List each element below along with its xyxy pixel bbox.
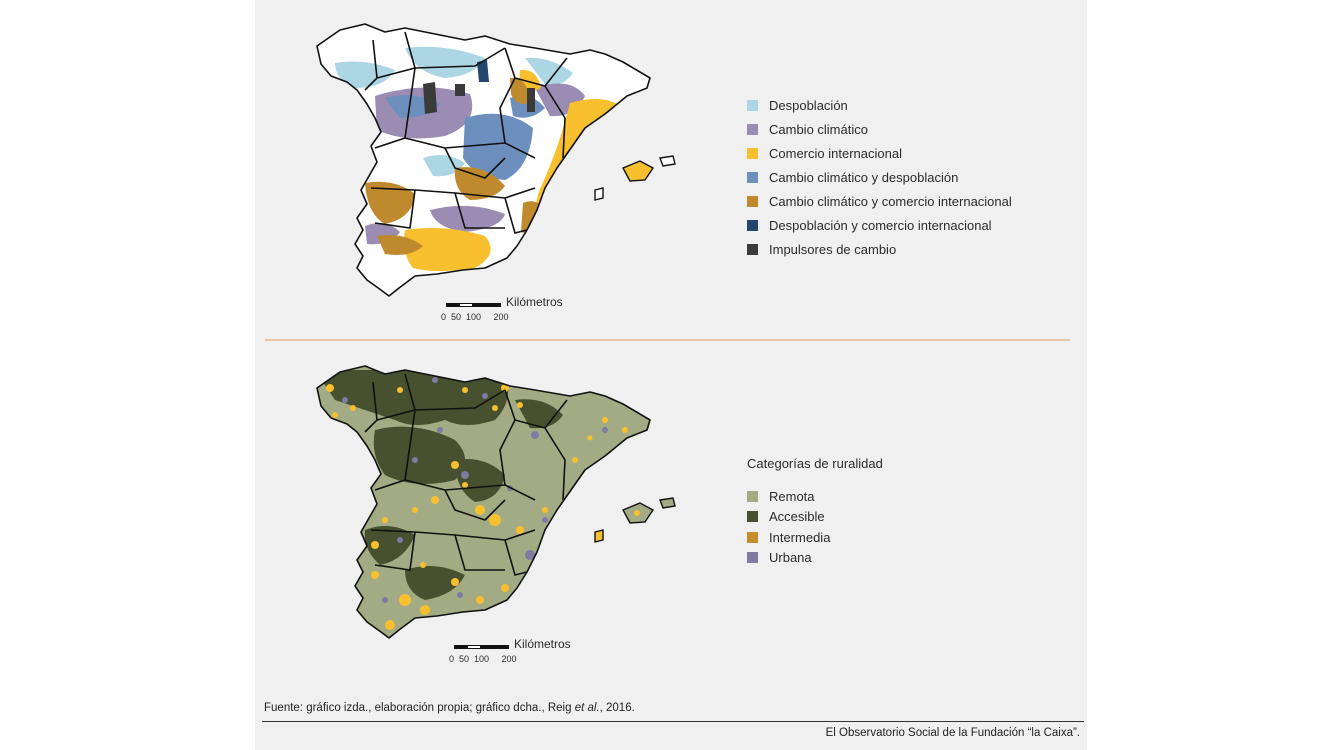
legend-label: Despoblación y comercio internacional	[769, 217, 992, 233]
area-accesible	[405, 566, 465, 600]
legend-swatch	[747, 243, 758, 255]
legend-swatch	[747, 147, 758, 159]
bottom-scale-bar: Kilómetros 0 50 100 200	[449, 637, 584, 666]
legend-swatch	[747, 195, 758, 207]
area-accesible	[373, 426, 465, 484]
legend-swatch	[747, 219, 758, 231]
legend-item: Urbana	[747, 548, 883, 569]
legend-label: Despoblación	[769, 97, 848, 113]
legend-item: Comercio internacional	[747, 141, 1012, 165]
top-scale-bar: Kilómetros 0 50 100 200	[441, 295, 576, 324]
legend-label: Cambio climático y despoblación	[769, 169, 959, 185]
scale-bar-graphic	[446, 303, 501, 307]
legend-swatch	[747, 490, 758, 502]
area-despoblacion	[525, 57, 573, 85]
legend-item: Impulsores de cambio	[747, 237, 1012, 261]
legend-label: Cambio climático y comercio internaciona…	[769, 193, 1012, 209]
scale-label: Kilómetros	[514, 637, 571, 651]
scale-bar-graphic	[454, 645, 509, 649]
area-impulsores	[455, 84, 465, 96]
section-divider	[265, 339, 1070, 341]
legend-item: Cambio climático	[747, 117, 1012, 141]
footer-rule	[262, 721, 1084, 722]
top-legend: Despoblación Cambio climático Comercio i…	[747, 93, 1012, 261]
area-despoblacion-comercio	[477, 60, 489, 82]
legend-item: Intermedia	[747, 527, 883, 548]
credit-line: El Observatorio Social de la Fundación “…	[825, 727, 1080, 739]
legend-item: Cambio climático y despoblación	[747, 165, 1012, 189]
area-cambio-comercio	[365, 181, 415, 224]
scale-label: Kilómetros	[506, 295, 563, 309]
legend-item: Despoblación y comercio internacional	[747, 213, 1012, 237]
legend-title: Categorías de ruralidad	[747, 456, 883, 471]
area-despoblacion	[335, 61, 395, 88]
source-text: Fuente: gráfico izda., elaboración propi…	[264, 702, 575, 714]
legend-swatch	[747, 511, 758, 523]
area-comercio	[404, 228, 491, 271]
legend-label: Comercio internacional	[769, 145, 902, 161]
scale-ticks: 0 50 100 200	[441, 312, 509, 322]
legend-label: Urbana	[769, 550, 812, 566]
legend-item: Cambio climático y comercio internaciona…	[747, 189, 1012, 213]
area-despoblacion	[423, 154, 465, 177]
top-map	[316, 23, 676, 297]
source-italic: et al.	[574, 702, 600, 714]
balearic-islands	[594, 497, 676, 543]
legend-label: Impulsores de cambio	[769, 241, 897, 257]
bottom-map	[316, 365, 676, 639]
area-cambio-comercio	[377, 235, 423, 255]
legend-label: Remota	[769, 488, 815, 504]
area-impulsores	[527, 88, 535, 112]
balearic-islands	[594, 155, 676, 201]
legend-item: Remota	[747, 486, 883, 507]
area-cambio-comercio	[454, 167, 505, 200]
legend-swatch	[747, 171, 758, 183]
source-note: Fuente: gráfico izda., elaboración propi…	[264, 702, 635, 714]
legend-label: Cambio climático	[769, 121, 868, 137]
area-cambio-despoblacion	[463, 113, 533, 180]
scale-ticks: 0 50 100 200	[449, 654, 517, 664]
legend-label: Accesible	[769, 509, 825, 525]
legend-swatch	[747, 99, 758, 111]
area-cambio-climatico	[430, 205, 505, 232]
legend-swatch	[747, 123, 758, 135]
legend-swatch	[747, 531, 758, 543]
area-accesible	[455, 459, 505, 502]
area-cambio-comercio	[510, 77, 531, 104]
source-suffix: , 2016.	[599, 702, 635, 714]
legend-label: Intermedia	[769, 529, 831, 545]
area-impulsores	[423, 82, 437, 114]
area-accesible	[364, 526, 415, 565]
legend-swatch	[747, 552, 758, 564]
bottom-legend: Categorías de ruralidad Remota Accesible…	[747, 456, 883, 568]
legend-item: Accesible	[747, 507, 883, 528]
area-despoblacion	[405, 46, 485, 78]
legend-item: Despoblación	[747, 93, 1012, 117]
